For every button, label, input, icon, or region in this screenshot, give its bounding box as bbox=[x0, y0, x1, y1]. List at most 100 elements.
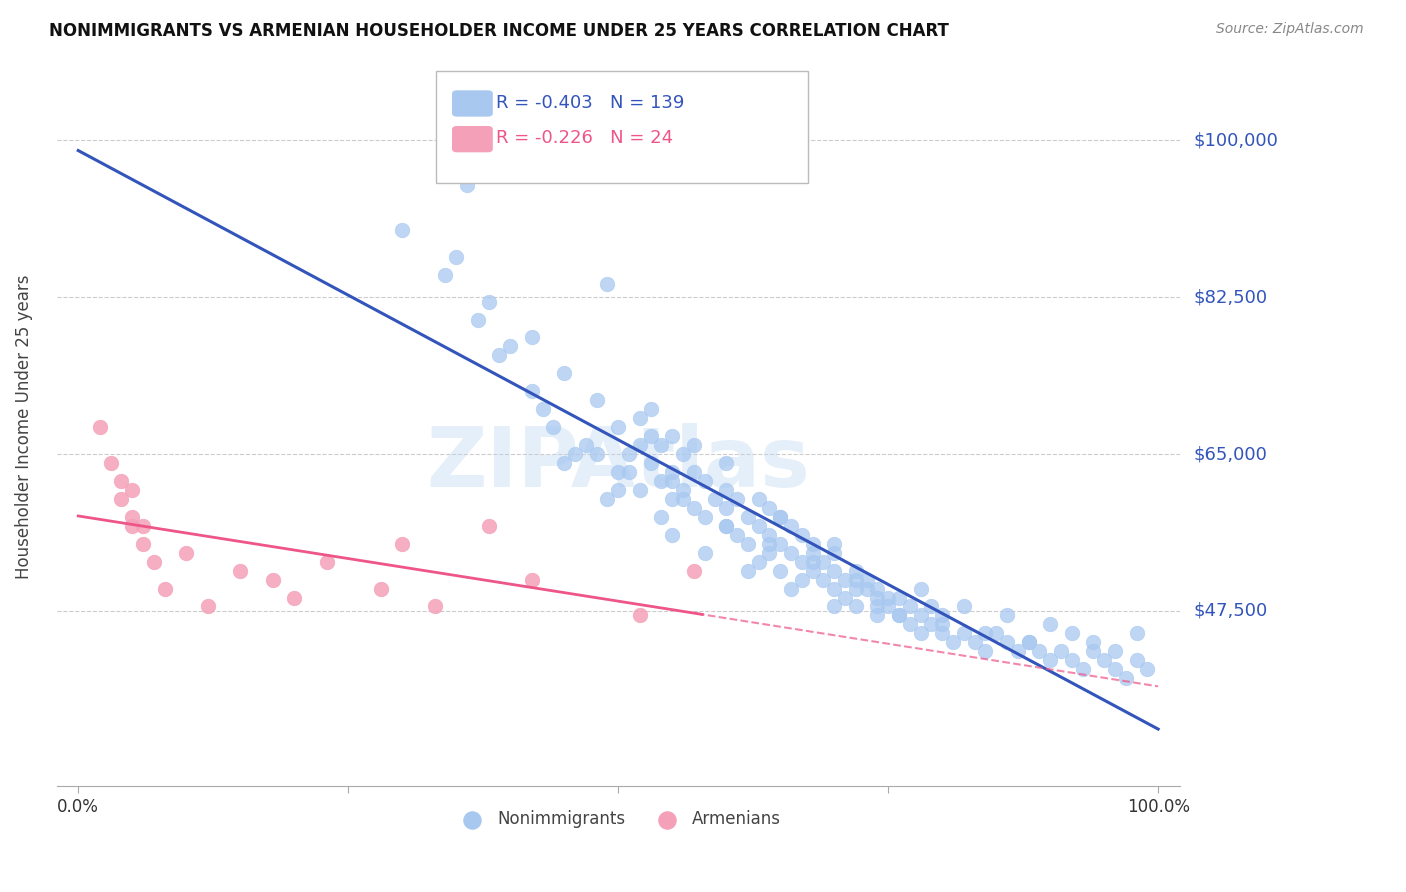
Point bbox=[682, 500, 704, 515]
Point bbox=[553, 367, 575, 381]
Point bbox=[974, 626, 997, 640]
Point bbox=[942, 635, 965, 649]
Point bbox=[714, 518, 737, 533]
Point bbox=[845, 564, 868, 578]
Point bbox=[682, 465, 704, 479]
Point bbox=[1083, 635, 1105, 649]
Point bbox=[1092, 653, 1115, 667]
Point bbox=[823, 564, 845, 578]
Point bbox=[693, 509, 716, 524]
Point bbox=[974, 644, 997, 658]
Text: $65,000: $65,000 bbox=[1194, 445, 1268, 463]
Point bbox=[704, 491, 727, 506]
Point bbox=[1104, 644, 1126, 658]
Point bbox=[1007, 644, 1029, 658]
Point bbox=[866, 599, 889, 614]
Point bbox=[866, 608, 889, 623]
Point bbox=[575, 438, 598, 452]
Point bbox=[931, 608, 953, 623]
Point bbox=[693, 474, 716, 488]
Point bbox=[391, 537, 413, 551]
Text: R = -0.403   N = 139: R = -0.403 N = 139 bbox=[496, 94, 685, 112]
Point bbox=[682, 564, 704, 578]
Point bbox=[737, 509, 759, 524]
Point bbox=[823, 599, 845, 614]
Point bbox=[229, 564, 252, 578]
Point bbox=[121, 509, 143, 524]
Point bbox=[142, 555, 165, 569]
Text: $47,500: $47,500 bbox=[1194, 602, 1268, 620]
Point bbox=[887, 608, 910, 623]
Point bbox=[456, 178, 478, 192]
Point bbox=[748, 518, 770, 533]
Point bbox=[1050, 644, 1073, 658]
Point bbox=[1125, 626, 1147, 640]
Point bbox=[834, 573, 856, 587]
Point bbox=[1039, 617, 1062, 632]
Point bbox=[661, 465, 683, 479]
Text: $100,000: $100,000 bbox=[1194, 131, 1278, 149]
Point bbox=[585, 393, 607, 408]
Point bbox=[1136, 662, 1159, 676]
Point bbox=[790, 573, 813, 587]
Point bbox=[444, 250, 467, 264]
Point bbox=[672, 483, 695, 497]
Point bbox=[714, 483, 737, 497]
Point bbox=[920, 599, 942, 614]
Text: NONIMMIGRANTS VS ARMENIAN HOUSEHOLDER INCOME UNDER 25 YEARS CORRELATION CHART: NONIMMIGRANTS VS ARMENIAN HOUSEHOLDER IN… bbox=[49, 22, 949, 40]
Point bbox=[737, 537, 759, 551]
Point bbox=[693, 546, 716, 560]
Point bbox=[121, 518, 143, 533]
Point bbox=[110, 474, 132, 488]
Point bbox=[89, 420, 111, 434]
Point bbox=[780, 518, 803, 533]
Point bbox=[801, 555, 824, 569]
Text: Source: ZipAtlas.com: Source: ZipAtlas.com bbox=[1216, 22, 1364, 37]
Point bbox=[488, 348, 510, 362]
Point bbox=[1028, 644, 1050, 658]
Point bbox=[790, 555, 813, 569]
Point bbox=[499, 339, 522, 353]
Point bbox=[617, 465, 640, 479]
Point bbox=[661, 429, 683, 443]
Point bbox=[197, 599, 219, 614]
Point bbox=[845, 599, 868, 614]
Point bbox=[931, 626, 953, 640]
Point bbox=[910, 582, 932, 596]
Point bbox=[640, 429, 662, 443]
Point bbox=[543, 420, 565, 434]
Point bbox=[661, 474, 683, 488]
Point bbox=[531, 402, 554, 417]
Point bbox=[931, 617, 953, 632]
Point bbox=[478, 294, 501, 309]
Point bbox=[640, 456, 662, 470]
Point bbox=[758, 546, 780, 560]
Point bbox=[1115, 671, 1137, 685]
Point bbox=[661, 527, 683, 541]
Point bbox=[132, 518, 155, 533]
Point bbox=[628, 411, 651, 425]
Point bbox=[963, 635, 986, 649]
Point bbox=[661, 491, 683, 506]
Point bbox=[769, 537, 792, 551]
Point bbox=[877, 591, 900, 605]
Point bbox=[520, 573, 543, 587]
Point bbox=[682, 438, 704, 452]
Point bbox=[855, 573, 877, 587]
Point bbox=[801, 564, 824, 578]
Legend: Nonimmigrants, Armenians: Nonimmigrants, Armenians bbox=[449, 804, 787, 835]
Point bbox=[769, 509, 792, 524]
Point bbox=[585, 447, 607, 461]
Point bbox=[520, 330, 543, 344]
Point bbox=[672, 447, 695, 461]
Point bbox=[725, 527, 748, 541]
Point bbox=[986, 626, 1008, 640]
Point bbox=[391, 223, 413, 237]
Point bbox=[834, 591, 856, 605]
Point bbox=[100, 456, 122, 470]
Point bbox=[607, 465, 630, 479]
Point bbox=[769, 564, 792, 578]
Point bbox=[617, 447, 640, 461]
Point bbox=[801, 546, 824, 560]
Point bbox=[898, 599, 921, 614]
